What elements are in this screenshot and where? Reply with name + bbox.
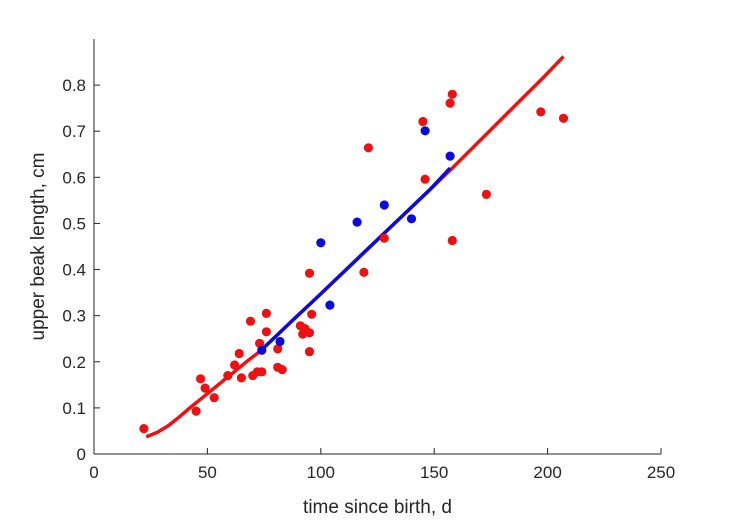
red-fit-curve	[145, 55, 565, 439]
red-data-point	[261, 308, 271, 318]
red-data-point	[304, 328, 315, 338]
x-tick-label: 200	[533, 463, 561, 482]
x-axis-label: time since birth, d	[303, 497, 452, 518]
x-tick-label: 0	[89, 463, 98, 482]
red-data-point	[139, 424, 149, 434]
red-data-point	[257, 367, 267, 377]
ticks: 0 50 100 150 200 250 0 0.1 0.2 0.3 0.4 0.5 0.6 0.7 0.8	[62, 76, 675, 482]
blue-data-point	[406, 214, 417, 224]
blue-data-point	[420, 126, 430, 136]
y-tick-label: 0.4	[62, 261, 86, 280]
y-tick-label: 0.6	[62, 168, 86, 187]
x-tick-label: 250	[647, 463, 675, 482]
red-data-point	[447, 235, 457, 246]
y-tick-label: 0.8	[62, 76, 86, 95]
y-tick-label: 0.3	[62, 307, 86, 326]
blue-data-point	[275, 336, 285, 347]
red-data-point	[255, 338, 265, 348]
plot-area	[139, 55, 569, 439]
y-tick-label: 0.7	[62, 122, 86, 141]
red-data-point	[307, 309, 317, 319]
blue-fit-curve	[258, 166, 452, 353]
red-data-point	[245, 316, 256, 326]
x-tick-label: 100	[307, 463, 335, 482]
blue-data-point	[257, 345, 267, 355]
red-data-point	[447, 89, 457, 99]
blue-data-point	[352, 217, 362, 227]
x-tick-label: 150	[420, 463, 448, 482]
red-data-point	[304, 268, 315, 278]
red-data-point	[481, 189, 491, 199]
red-data-point	[209, 393, 219, 403]
y-tick-label: 0.2	[62, 353, 86, 372]
red-data-point	[418, 116, 428, 127]
red-data-point	[420, 174, 430, 184]
red-data-point	[363, 143, 373, 153]
red-data-point	[191, 406, 201, 416]
red-data-point	[277, 365, 287, 375]
red-data-point	[234, 348, 244, 359]
red-data-point	[223, 371, 233, 381]
red-data-point	[200, 383, 210, 393]
red-data-point	[304, 347, 315, 357]
x-tick-label: 50	[198, 463, 217, 482]
y-tick-label: 0	[77, 445, 86, 464]
blue-data-point	[379, 200, 389, 210]
red-data-point	[536, 107, 546, 117]
blue-data-point	[316, 238, 326, 248]
blue-data-point	[445, 151, 455, 161]
blue-data-point	[325, 300, 335, 310]
red-data-point	[196, 374, 206, 384]
red-data-point	[273, 344, 283, 354]
red-data-point	[359, 267, 369, 277]
red-data-point	[379, 233, 389, 243]
red-data-point	[261, 327, 271, 337]
y-tick-label: 0.1	[62, 399, 86, 418]
red-data-point	[445, 98, 455, 108]
y-tick-label: 0.5	[62, 214, 86, 233]
red-data-point	[236, 373, 246, 383]
axes	[93, 39, 661, 455]
red-data-point	[230, 360, 240, 370]
y-axis-label: upper beak length, cm	[28, 152, 49, 340]
red-data-point	[558, 113, 569, 123]
